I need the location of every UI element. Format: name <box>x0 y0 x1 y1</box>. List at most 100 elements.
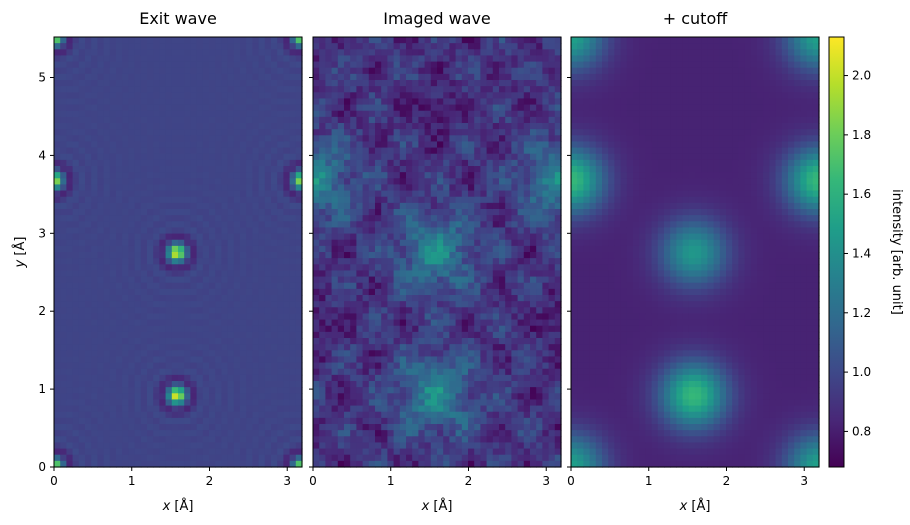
heatmap-cell <box>109 301 117 308</box>
heatmap-cell <box>72 239 80 247</box>
heatmap-cell <box>258 387 266 394</box>
heatmap-cell <box>171 215 179 222</box>
heatmap-cell <box>140 172 148 179</box>
heatmap-cell <box>221 307 229 315</box>
heatmap-cell <box>331 325 339 333</box>
heatmap-cell <box>202 172 210 179</box>
heatmap-cell <box>78 141 86 149</box>
heatmap-cell <box>134 387 142 394</box>
heatmap-cell <box>283 86 291 93</box>
heatmap-cell <box>387 258 395 265</box>
heatmap-cell <box>289 301 297 308</box>
heatmap-cell <box>78 104 86 112</box>
heatmap-cell <box>153 172 160 179</box>
heatmap-cell <box>350 276 357 284</box>
heatmap-cell <box>362 393 370 401</box>
heatmap-cell <box>468 123 475 130</box>
heatmap-cell <box>116 448 123 456</box>
heatmap-cell <box>319 80 326 87</box>
heatmap-cell <box>418 202 426 210</box>
heatmap-cell <box>492 172 500 179</box>
heatmap-cell <box>54 153 61 161</box>
heatmap-cell <box>455 417 463 425</box>
heatmap-cell <box>128 129 136 136</box>
heatmap-cell <box>362 196 370 204</box>
heatmap-cell <box>437 227 444 235</box>
heatmap-cell <box>455 356 463 364</box>
heatmap-cell <box>337 129 345 136</box>
heatmap-cell <box>387 362 395 370</box>
heatmap-cell <box>171 460 179 468</box>
heatmap-cell <box>103 411 111 419</box>
heatmap-cell <box>66 454 74 462</box>
heatmap-cell <box>331 331 339 339</box>
heatmap-cell <box>122 141 129 149</box>
heatmap-cell <box>91 172 98 179</box>
heatmap-cell <box>147 98 154 106</box>
heatmap-cell <box>178 123 185 130</box>
heatmap-cell <box>412 325 419 333</box>
heatmap-cell <box>399 350 407 358</box>
heatmap-cell <box>393 295 401 302</box>
heatmap-cell <box>480 61 488 69</box>
heatmap-cell <box>344 374 351 382</box>
heatmap-cell <box>337 227 345 235</box>
heatmap-cell <box>85 98 92 106</box>
heatmap-cell <box>190 460 198 468</box>
y-tick-label: 0 <box>38 460 46 474</box>
heatmap-cell <box>227 258 235 265</box>
heatmap-cell <box>399 430 407 437</box>
heatmap-cell <box>331 301 339 308</box>
heatmap-cell <box>474 387 481 394</box>
heatmap-cell <box>215 129 222 136</box>
heatmap-cell <box>344 381 351 388</box>
heatmap-cell <box>184 436 191 444</box>
heatmap-cell <box>221 264 229 272</box>
heatmap-cell <box>240 417 247 425</box>
heatmap-cell <box>91 49 98 57</box>
heatmap-cell <box>109 411 117 419</box>
heatmap-cell <box>331 202 339 210</box>
heatmap-cell <box>283 424 291 431</box>
heatmap-cell <box>209 344 216 351</box>
heatmap-cell <box>196 381 204 388</box>
heatmap-cell <box>480 270 488 278</box>
heatmap-cell <box>350 184 357 192</box>
heatmap-cell <box>480 350 488 358</box>
heatmap-cell <box>362 215 370 222</box>
heatmap-cell <box>128 313 136 321</box>
heatmap-cell <box>196 393 204 401</box>
heatmap-cell <box>109 116 117 124</box>
heatmap-cell <box>122 123 129 130</box>
heatmap-cell <box>128 356 136 364</box>
heatmap-cell <box>54 448 61 456</box>
heatmap-cell <box>60 448 67 456</box>
heatmap-cell <box>362 448 370 456</box>
heatmap-cell <box>474 190 481 198</box>
heatmap-cell <box>134 368 142 376</box>
heatmap-cell <box>399 344 407 351</box>
heatmap-cell <box>134 166 142 173</box>
heatmap-cell <box>184 67 191 75</box>
heatmap-cell <box>109 319 117 327</box>
heatmap-cell <box>424 442 432 450</box>
heatmap-cell <box>165 43 173 50</box>
heatmap-cell <box>412 393 419 401</box>
heatmap-cell <box>109 55 117 63</box>
heatmap-cell <box>399 202 407 210</box>
heatmap-cell <box>66 319 74 327</box>
heatmap-cell <box>468 362 475 370</box>
heatmap-cell <box>240 393 247 401</box>
heatmap-cell <box>412 129 419 136</box>
heatmap-cell <box>499 258 506 265</box>
heatmap-cell <box>387 393 395 401</box>
heatmap-cell <box>331 55 339 63</box>
heatmap-cell <box>437 319 444 327</box>
heatmap-cell <box>492 110 500 118</box>
heatmap-cell <box>91 123 98 130</box>
heatmap-cell <box>295 184 303 192</box>
heatmap-cell <box>147 325 154 333</box>
heatmap-cell <box>399 80 407 87</box>
heatmap-cell <box>233 104 241 112</box>
heatmap-cell <box>356 362 364 370</box>
